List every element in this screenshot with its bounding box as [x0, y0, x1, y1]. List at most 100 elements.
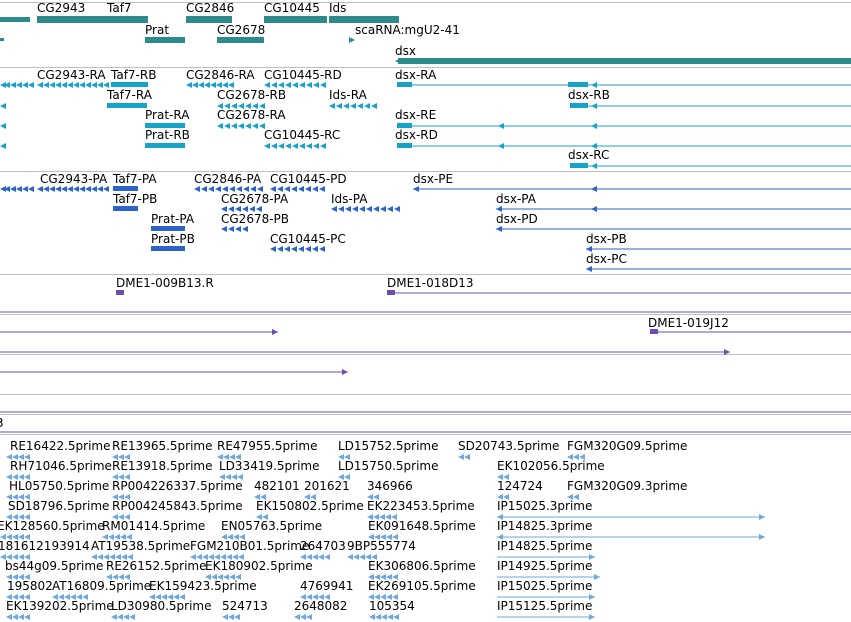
transcript-label[interactable]: Taf7-RB — [111, 68, 157, 82]
transcript-label[interactable]: Prat-RA — [145, 108, 190, 122]
transcript-label[interactable]: CG2678-RB — [217, 88, 287, 102]
protein-label[interactable]: CG10445-PC — [270, 232, 346, 246]
est-label[interactable]: IP15125.5prime — [497, 599, 593, 613]
gene-glyph[interactable] — [217, 37, 264, 43]
transcript-glyph[interactable] — [145, 143, 185, 148]
est-label[interactable]: IP15025.5prime — [497, 579, 593, 593]
est-label[interactable]: RM01414.5prime — [102, 519, 206, 533]
gene-label[interactable]: CG10445 — [264, 1, 320, 15]
transcript-glyph[interactable] — [570, 163, 588, 168]
est-label[interactable]: 105354 — [369, 599, 415, 613]
est-label[interactable]: EK102056.5prime — [497, 459, 605, 473]
clone-label[interactable]: DME1-018D13 — [387, 276, 474, 290]
protein-label[interactable]: Prat-PA — [151, 212, 195, 226]
est-label[interactable]: EK128560.5prime — [0, 519, 105, 533]
est-label[interactable]: RE47955.5prime — [217, 439, 318, 453]
protein-label[interactable]: Prat-PB — [151, 232, 195, 246]
protein-glyph[interactable] — [113, 186, 138, 191]
protein-label[interactable]: dsx-PA — [496, 192, 536, 206]
gene-glyph[interactable] — [398, 58, 851, 64]
est-label[interactable]: EK091648.5prime — [368, 519, 476, 533]
est-label[interactable]: RE26152.5prime — [106, 559, 207, 573]
est-label[interactable]: RE16422.5prime — [10, 439, 111, 453]
protein-label[interactable]: dsx-PC — [586, 252, 627, 266]
transcript-glyph[interactable] — [570, 103, 588, 108]
transcript-label[interactable]: dsx-RE — [395, 108, 437, 122]
transcript-glyph[interactable] — [397, 82, 412, 87]
gene-label[interactable]: scaRNA:mgU2-41 — [355, 23, 460, 37]
clone-label[interactable]: DME1-019J12 — [648, 316, 729, 330]
gene-glyph[interactable] — [186, 16, 232, 23]
est-label[interactable]: FGM210B01.5prime — [190, 539, 310, 553]
clone-glyph[interactable] — [116, 290, 124, 295]
est-label[interactable]: HL05750.5prime — [9, 479, 110, 493]
est-label[interactable]: 264703 — [300, 539, 346, 553]
transcript-label[interactable]: dsx-RB — [568, 88, 610, 102]
est-label[interactable]: 524713 — [222, 599, 268, 613]
clone-glyph[interactable] — [387, 290, 395, 295]
gene-glyph[interactable] — [0, 38, 4, 41]
gene-glyph[interactable] — [0, 17, 30, 22]
gene-label[interactable]: Taf7 — [107, 1, 132, 15]
est-label[interactable]: EK159423.5prime — [149, 579, 257, 593]
protein-label[interactable]: CG2943-PA — [40, 172, 108, 186]
est-label[interactable]: RP004245843.5prime — [112, 499, 243, 513]
est-label[interactable]: 4769941 — [300, 579, 354, 593]
protein-label[interactable]: Taf7-PB — [113, 192, 158, 206]
est-label[interactable]: EK269105.5prime — [368, 579, 476, 593]
est-label[interactable]: 124724 — [497, 479, 543, 493]
est-label[interactable]: FGM320G09.3prime — [567, 479, 688, 493]
est-label[interactable]: 346966 — [367, 479, 413, 493]
est-label[interactable]: EK150802.5prime — [256, 499, 364, 513]
transcript-glyph[interactable] — [397, 143, 412, 148]
est-label[interactable]: IP14825.5prime — [497, 539, 593, 553]
protein-glyph[interactable] — [151, 246, 185, 251]
transcript-glyph[interactable] — [568, 82, 588, 87]
transcript-label[interactable]: dsx-RC — [568, 148, 610, 162]
est-label[interactable]: IP14925.5prime — [497, 559, 593, 573]
est-label[interactable]: EN05763.5prime — [221, 519, 323, 533]
protein-label[interactable]: Ids-PA — [331, 192, 368, 206]
transcript-glyph[interactable] — [397, 123, 412, 128]
est-label[interactable]: AT19538.5prime — [91, 539, 191, 553]
transcript-label[interactable]: Prat-RB — [145, 128, 190, 142]
est-label[interactable]: EK223453.5prime — [367, 499, 475, 513]
protein-label[interactable]: Taf7-PA — [113, 172, 157, 186]
est-label[interactable]: RH71046.5prime — [10, 459, 112, 473]
gene-label[interactable]: CG2678 — [217, 23, 266, 37]
gene-label[interactable]: Ids — [329, 1, 347, 15]
protein-glyph[interactable] — [113, 206, 138, 211]
transcript-label[interactable]: CG2846-RA — [186, 68, 255, 82]
est-label[interactable]: 201621 — [304, 479, 350, 493]
est-label[interactable]: RP004226337.5prime — [112, 479, 243, 493]
est-label[interactable]: SD18796.5prime — [8, 499, 110, 513]
transcript-label[interactable]: Taf7-RA — [107, 88, 152, 102]
gene-label[interactable]: dsx — [395, 44, 416, 58]
est-label[interactable]: bs44g09.5prime — [5, 559, 104, 573]
transcript-label[interactable]: CG2678-RA — [217, 108, 286, 122]
transcript-label[interactable]: CG10445-RD — [264, 68, 342, 82]
est-label[interactable]: 181612193914 — [0, 539, 90, 553]
est-label[interactable]: 2648082 — [294, 599, 348, 613]
protein-label[interactable]: CG2678-PB — [221, 212, 290, 226]
transcript-glyph[interactable] — [107, 103, 147, 108]
est-label[interactable]: FGM320G09.5prime — [567, 439, 688, 453]
clone-label[interactable]: DME1-009B13.R — [116, 276, 214, 290]
gene-label[interactable]: CG2846 — [186, 1, 235, 15]
transcript-label[interactable]: CG10445-RC — [264, 128, 341, 142]
protein-label[interactable]: CG2846-PA — [194, 172, 262, 186]
est-label[interactable]: RE13918.5prime — [112, 459, 213, 473]
protein-label[interactable]: CG2678-PA — [221, 192, 289, 206]
gene-glyph[interactable] — [145, 37, 185, 43]
est-label[interactable]: 195802 — [7, 579, 53, 593]
protein-label[interactable]: dsx-PB — [586, 232, 627, 246]
protein-label[interactable]: dsx-PD — [496, 212, 538, 226]
protein-label[interactable]: dsx-PE — [413, 172, 454, 186]
est-label[interactable]: EK180902.5prime — [205, 559, 313, 573]
transcript-label[interactable]: dsx-RA — [395, 68, 437, 82]
est-label[interactable]: LD30980.5prime — [111, 599, 212, 613]
est-label[interactable]: IP14825.3prime — [497, 519, 593, 533]
est-label[interactable]: SD20743.5prime — [458, 439, 560, 453]
transcript-glyph[interactable] — [111, 82, 148, 87]
est-label[interactable]: LD33419.5prime — [219, 459, 320, 473]
